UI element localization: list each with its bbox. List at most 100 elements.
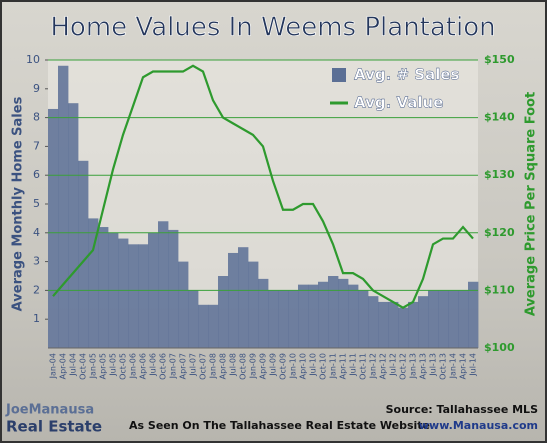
x-tick-label: Jan-06 xyxy=(129,353,138,379)
sales-bar xyxy=(338,278,349,348)
x-tick-label: Oct-10 xyxy=(319,353,328,380)
x-tick-label: Jan-05 xyxy=(89,353,98,379)
y-tick-label: 2 xyxy=(33,283,40,296)
x-tick-label: Oct-06 xyxy=(159,353,168,380)
sales-bar xyxy=(68,103,79,348)
x-tick-label: Apr-09 xyxy=(259,353,268,379)
x-tick-label: Apr-08 xyxy=(219,353,228,379)
sales-bar xyxy=(48,108,59,349)
sales-bar xyxy=(188,290,199,348)
sales-bar xyxy=(348,284,359,348)
x-tick-label: Oct-12 xyxy=(399,353,408,380)
sales-bar xyxy=(168,229,179,348)
x-tick-label: Jul-14 xyxy=(469,353,478,377)
logo-sub: Real Estate xyxy=(6,418,102,436)
y2-tick-label: $110 xyxy=(484,283,515,296)
sales-bar xyxy=(388,301,399,348)
x-tick-label: Apr-05 xyxy=(99,353,108,379)
x-tick-label: Jul-07 xyxy=(189,353,198,377)
sales-bar xyxy=(308,284,319,348)
x-tick-label: Jul-05 xyxy=(109,353,118,377)
sales-bar xyxy=(358,290,369,348)
sales-bar xyxy=(438,290,449,348)
sales-bar xyxy=(218,276,229,348)
sales-bar xyxy=(278,290,289,348)
logo-name: JoeManausa xyxy=(5,403,94,418)
x-tick-label: Oct-11 xyxy=(359,353,368,380)
sales-bar xyxy=(368,296,379,348)
x-tick-label: Jul-06 xyxy=(149,353,158,377)
y-tick-label: 8 xyxy=(33,111,40,124)
source: Source: Tallahassee MLS xyxy=(386,403,538,416)
y-tick-label: 10 xyxy=(26,53,40,66)
y-tick-label: 1 xyxy=(33,312,40,325)
x-tick-label: Jan-11 xyxy=(329,353,338,379)
x-tick-label: Jul-10 xyxy=(309,353,318,377)
legend-swatch xyxy=(332,68,346,82)
x-tick-label: Jan-10 xyxy=(289,353,298,379)
y-tick-label: 7 xyxy=(33,139,40,152)
x-tick-label: Apr-06 xyxy=(139,353,148,379)
sales-bar xyxy=(328,276,339,348)
sales-bar xyxy=(208,304,219,348)
y-axis-label: Average Monthly Home Sales xyxy=(11,96,26,311)
sales-bar xyxy=(458,290,469,348)
sales-bar xyxy=(298,284,309,348)
legend-label: Avg. Value xyxy=(354,94,443,112)
website: www.Manausa.com xyxy=(419,419,538,432)
sales-bar xyxy=(288,290,299,348)
legend-label: Avg. # Sales xyxy=(354,66,460,84)
x-tick-label: Jul-09 xyxy=(269,353,278,377)
y-tick-label: 6 xyxy=(33,168,40,181)
x-tick-label: Apr-11 xyxy=(339,353,348,379)
y-tick-label: 9 xyxy=(33,82,40,95)
y-tick-label: 4 xyxy=(33,226,40,239)
x-tick-label: Jan-09 xyxy=(249,353,258,379)
x-tick-label: Oct-05 xyxy=(119,353,128,380)
x-tick-label: Oct-09 xyxy=(279,353,288,380)
sales-bar xyxy=(178,261,189,348)
sales-bar xyxy=(138,244,149,348)
sales-bar xyxy=(258,278,269,348)
sales-bar xyxy=(398,307,409,348)
sales-bar xyxy=(118,238,129,348)
sales-bar xyxy=(238,247,249,348)
chart-title: Home Values In Weems Plantation xyxy=(50,13,495,43)
sales-bar xyxy=(248,261,259,348)
sales-bar xyxy=(428,290,439,348)
x-tick-label: Jan-07 xyxy=(169,353,178,379)
y-tick-label: 3 xyxy=(33,255,40,268)
y2-tick-label: $100 xyxy=(484,341,515,354)
sales-bar xyxy=(418,296,429,348)
x-tick-label: Jul-08 xyxy=(229,353,238,377)
y2-tick-label: $150 xyxy=(484,53,515,66)
x-tick-label: Oct-07 xyxy=(199,353,208,380)
x-tick-label: Apr-10 xyxy=(299,353,308,379)
x-tick-label: Apr-12 xyxy=(379,353,388,379)
sales-bar xyxy=(268,290,279,348)
x-tick-label: Jul-11 xyxy=(349,353,358,377)
x-tick-label: Oct-04 xyxy=(79,353,88,380)
y2-tick-label: $120 xyxy=(484,226,515,239)
sales-bar xyxy=(98,227,109,348)
sales-bar xyxy=(88,218,99,348)
x-tick-label: Jan-14 xyxy=(449,353,458,379)
x-tick-label: Oct-08 xyxy=(239,353,248,380)
x-tick-label: Jul-13 xyxy=(429,353,438,377)
footer: As Seen On The Tallahassee Real Estate W… xyxy=(129,419,430,432)
x-tick-label: Jan-13 xyxy=(409,353,418,379)
x-tick-label: Apr-14 xyxy=(459,353,468,379)
x-tick-label: Apr-13 xyxy=(419,353,428,379)
y2-tick-label: $140 xyxy=(484,111,515,124)
y2-axis-label: Average Price Per Square Foot xyxy=(524,92,539,316)
sales-bar xyxy=(448,290,459,348)
sales-bar xyxy=(58,65,69,348)
sales-bar xyxy=(128,244,139,348)
x-tick-label: Jul-04 xyxy=(69,353,78,377)
x-tick-label: Jul-12 xyxy=(389,353,398,377)
x-tick-label: Oct-13 xyxy=(439,353,448,380)
x-tick-label: Jan-04 xyxy=(49,353,58,379)
x-tick-label: Apr-07 xyxy=(179,353,188,379)
sales-bar xyxy=(378,301,389,348)
